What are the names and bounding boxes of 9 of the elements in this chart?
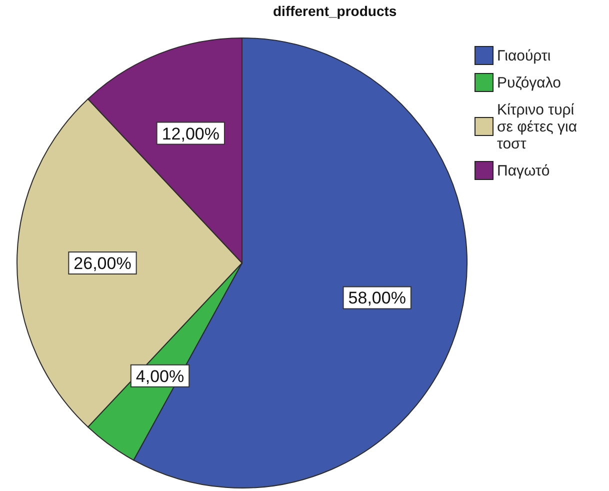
legend-label: Γιαούρτι: [497, 48, 551, 64]
legend-label: Κίτρινο τυρί σε φέτες για τοστ: [497, 102, 578, 152]
legend-label: Παγωτό: [497, 162, 550, 180]
data-label: 4,00%: [136, 366, 184, 386]
data-label: 26,00%: [74, 254, 132, 273]
chart-title: different_products: [273, 3, 397, 19]
legend-label: Ρυζόγαλο: [497, 74, 561, 92]
data-label: 58,00%: [348, 288, 406, 308]
data-label: 12,00%: [162, 124, 220, 144]
